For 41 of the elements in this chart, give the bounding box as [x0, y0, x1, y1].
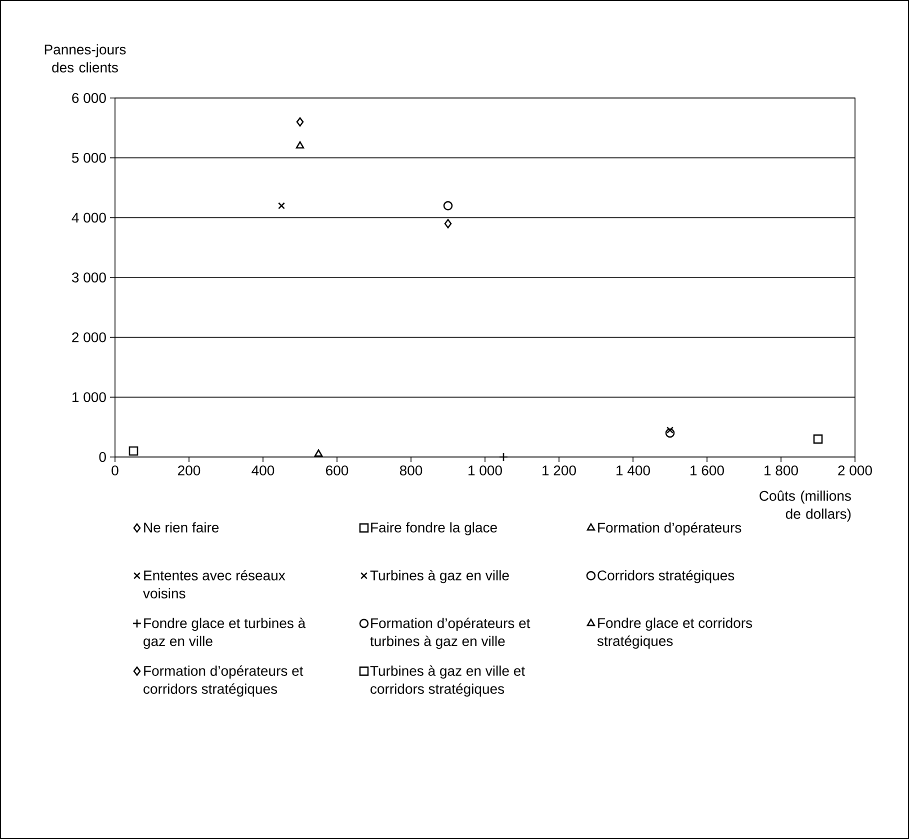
legend-label: Ententes avec réseaux voisins	[143, 570, 286, 598]
y-tick-label: 1 000	[72, 392, 106, 402]
y-tick-label: 4 000	[72, 212, 106, 223]
point	[296, 117, 304, 127]
x-tick-label: 1 400	[616, 466, 650, 476]
point	[666, 426, 674, 434]
x-tick-label: 1 800	[764, 466, 798, 476]
point	[665, 428, 675, 438]
legend-label: Faire fondre la glace	[371, 522, 497, 536]
point	[444, 219, 452, 228]
point	[278, 202, 285, 210]
point	[314, 449, 323, 457]
legend-label: Formation d’opérateurs et turbines à gaz en ville	[370, 618, 530, 649]
legend-label: Fondre glace et corridors stratégiques	[597, 618, 752, 649]
legend-label: Turbines à gaz en ville et corridors stratégiques	[370, 665, 525, 697]
x-tick-label: 1 000	[468, 466, 502, 476]
x-tick-label: 2 000	[838, 466, 872, 476]
legend-label: Formation d’opérateurs et corridors stratégiques	[144, 665, 304, 697]
point	[128, 446, 138, 456]
x-tick-label: 400	[252, 466, 274, 476]
x-tick-label: 1 200	[542, 466, 576, 476]
x-tick-label: 0	[112, 466, 118, 476]
legend-label: Turbines à gaz en ville	[370, 570, 509, 584]
x-axis-title: Coûts (millions de dollars)	[760, 490, 851, 522]
y-tick-label: 6 000	[72, 93, 106, 103]
legend-label: Fondre glace et turbines à gaz en ville	[144, 618, 306, 649]
point	[813, 434, 823, 444]
legend-label: Formation d’opérateurs	[598, 522, 742, 536]
legend-label: Corridors stratégiques	[598, 570, 734, 584]
y-tick-label: 5 000	[72, 152, 106, 163]
y-tick-label: 2 000	[72, 332, 106, 342]
y-tick-label: 3 000	[72, 272, 106, 282]
x-tick-label: 800	[400, 466, 422, 476]
y-axis-title: Pannes-jours des clients	[44, 44, 126, 72]
x-tick-label: 200	[178, 466, 200, 476]
legend-label: Ne rien faire	[144, 522, 219, 532]
point	[296, 141, 304, 149]
point	[443, 201, 453, 210]
y-tick-label: 0	[99, 452, 106, 462]
x-tick-label: 1 600	[690, 466, 724, 476]
x-tick-label: 600	[326, 466, 348, 476]
